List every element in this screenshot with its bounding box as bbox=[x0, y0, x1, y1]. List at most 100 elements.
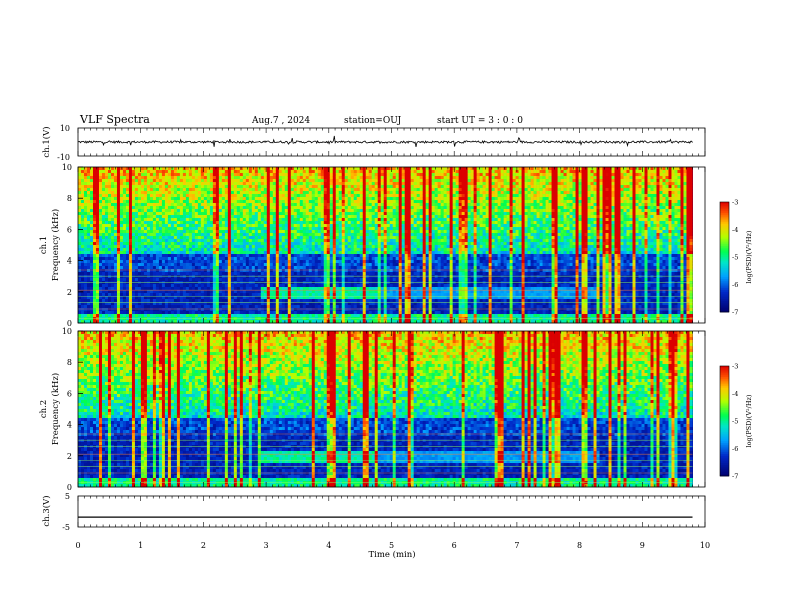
spec-cell bbox=[171, 269, 174, 272]
spec-cell bbox=[96, 275, 99, 278]
spec-cell bbox=[264, 242, 267, 245]
spec-cell bbox=[285, 218, 288, 221]
spec-cell bbox=[336, 221, 339, 224]
spec-cell bbox=[321, 275, 324, 278]
spec-cell bbox=[303, 272, 306, 275]
spec-cell bbox=[111, 251, 114, 254]
spec-cell bbox=[285, 209, 288, 212]
spec-cell bbox=[252, 287, 255, 290]
spec-cell bbox=[132, 185, 135, 188]
spec-cell bbox=[180, 182, 183, 185]
spec-cell bbox=[156, 182, 159, 185]
spec-cell bbox=[111, 191, 114, 194]
spec-cell bbox=[255, 206, 258, 209]
spec-cell bbox=[348, 179, 351, 182]
spec-cell bbox=[225, 257, 228, 260]
spec-cell bbox=[144, 251, 147, 254]
spec-cell bbox=[180, 236, 183, 239]
spec-cell bbox=[327, 185, 330, 188]
spec-cell bbox=[258, 242, 261, 245]
spec-cell bbox=[324, 212, 327, 215]
spec-cell bbox=[360, 236, 363, 239]
spec-cell bbox=[123, 203, 126, 206]
spec-cell bbox=[78, 212, 81, 215]
spec-cell bbox=[294, 263, 297, 266]
spec-cell bbox=[132, 188, 135, 191]
spec-cell bbox=[258, 176, 261, 179]
spec-cell bbox=[96, 236, 99, 239]
spec-cell bbox=[129, 314, 132, 317]
spec-cell bbox=[171, 275, 174, 278]
spec-cell bbox=[264, 176, 267, 179]
spec-cell bbox=[255, 197, 258, 200]
spec-cell bbox=[285, 251, 288, 254]
spec-cell bbox=[162, 203, 165, 206]
spec-cell bbox=[243, 266, 246, 269]
spec-cell bbox=[144, 236, 147, 239]
spec-cell bbox=[159, 194, 162, 197]
spec-cell bbox=[276, 278, 279, 281]
spec-cell bbox=[333, 167, 336, 170]
spec-cell bbox=[138, 242, 141, 245]
spec-cell bbox=[228, 203, 231, 206]
spec-cell bbox=[261, 266, 264, 269]
spec-cell bbox=[246, 263, 249, 266]
spec-cell bbox=[357, 188, 360, 191]
spec-cell bbox=[117, 209, 120, 212]
spec-cell bbox=[117, 266, 120, 269]
spec-cell bbox=[123, 299, 126, 302]
spec-cell bbox=[336, 203, 339, 206]
spec-cell bbox=[81, 245, 84, 248]
spec-cell bbox=[342, 236, 345, 239]
spec-cell bbox=[177, 287, 180, 290]
spec-cell bbox=[285, 260, 288, 263]
spec-cell bbox=[363, 206, 366, 209]
spec-cell bbox=[270, 230, 273, 233]
spec-cell bbox=[171, 203, 174, 206]
spec-cell bbox=[228, 299, 231, 302]
spec-cell bbox=[282, 248, 285, 251]
spec-cell bbox=[246, 200, 249, 203]
spec-cell bbox=[264, 218, 267, 221]
spec-cell bbox=[201, 194, 204, 197]
spec-cell bbox=[180, 233, 183, 236]
spec-cell bbox=[99, 245, 102, 248]
spec-cell bbox=[102, 299, 105, 302]
spec-cell bbox=[267, 191, 270, 194]
spec-cell bbox=[330, 311, 333, 314]
spec-cell bbox=[180, 200, 183, 203]
spec-cell bbox=[273, 212, 276, 215]
spec-cell bbox=[333, 269, 336, 272]
spec-cell bbox=[240, 251, 243, 254]
spec-cell bbox=[342, 194, 345, 197]
spec-cell bbox=[312, 254, 315, 257]
spec-cell bbox=[288, 197, 291, 200]
spec-cell bbox=[222, 212, 225, 215]
spec-cell bbox=[117, 173, 120, 176]
spec-cell bbox=[126, 269, 129, 272]
spec-cell bbox=[117, 212, 120, 215]
spec-cell bbox=[78, 311, 81, 314]
spec-cell bbox=[183, 251, 186, 254]
spec-cell bbox=[213, 215, 216, 218]
spec-cell bbox=[132, 203, 135, 206]
spec-cell bbox=[285, 287, 288, 290]
spec-cell bbox=[147, 233, 150, 236]
spec-cell bbox=[288, 191, 291, 194]
spec-cell bbox=[300, 278, 303, 281]
spec-cell bbox=[207, 233, 210, 236]
spec-cell bbox=[135, 167, 138, 170]
spec-cell bbox=[264, 194, 267, 197]
spec-cell bbox=[111, 224, 114, 227]
spec-cell bbox=[207, 278, 210, 281]
spec-cell bbox=[240, 236, 243, 239]
spec-cell bbox=[285, 275, 288, 278]
spec-cell bbox=[306, 308, 309, 311]
spec-cell bbox=[243, 218, 246, 221]
spec-cell bbox=[357, 197, 360, 200]
spec-cell bbox=[129, 278, 132, 281]
spec-cell bbox=[315, 245, 318, 248]
spec-cell bbox=[339, 221, 342, 224]
spec-cell bbox=[135, 209, 138, 212]
spec-cell bbox=[363, 233, 366, 236]
